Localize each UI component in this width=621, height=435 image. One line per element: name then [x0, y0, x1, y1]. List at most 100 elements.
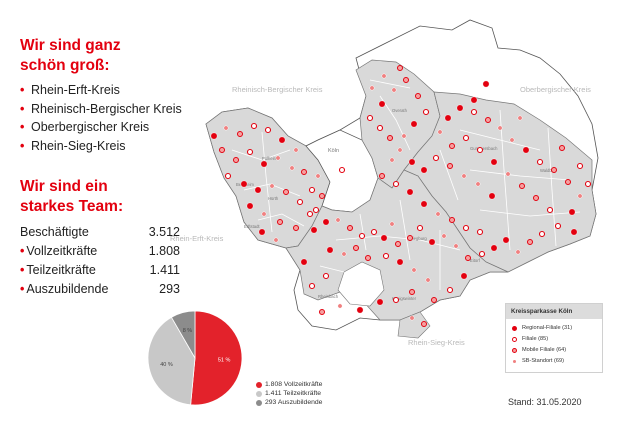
- list-item: • Oberbergischer Kreis: [20, 120, 150, 134]
- location-marker: [411, 267, 417, 273]
- location-marker: [353, 245, 359, 251]
- location-marker: [462, 224, 470, 232]
- location-marker: [219, 147, 225, 153]
- location-marker: [278, 136, 286, 144]
- pie-slice-2: [170, 310, 196, 360]
- location-marker: [246, 148, 254, 156]
- location-marker: [224, 172, 232, 180]
- location-marker: [301, 169, 307, 175]
- pie-label-0: 51 %: [218, 357, 231, 363]
- svg-text:Siegburg: Siegburg: [410, 236, 427, 241]
- location-marker: [277, 219, 283, 225]
- svg-text:Gummersbach: Gummersbach: [470, 146, 498, 151]
- svg-text:Hürth: Hürth: [268, 196, 279, 201]
- location-marker: [437, 129, 443, 135]
- location-marker: [381, 73, 387, 79]
- location-marker: [449, 143, 455, 149]
- location-marker: [408, 158, 416, 166]
- location-marker: [258, 228, 266, 236]
- location-marker: [449, 217, 455, 223]
- location-marker: [415, 93, 421, 99]
- location-marker: [420, 200, 428, 208]
- location-marker: [240, 180, 248, 188]
- pie-label-1: 40 %: [160, 362, 173, 368]
- location-marker: [425, 277, 431, 283]
- heading-size: Wir sind ganz schön groß:: [20, 37, 121, 74]
- location-marker: [527, 239, 533, 245]
- location-marker: [389, 221, 395, 227]
- location-marker: [389, 157, 395, 163]
- location-marker: [554, 222, 562, 230]
- location-marker: [379, 173, 385, 179]
- legend-item-filiale: Filiale (85): [506, 334, 602, 345]
- location-marker: [432, 154, 440, 162]
- location-marker: [315, 173, 321, 179]
- pie-legend-item: 1.808 Vollzeitkräfte: [256, 380, 322, 389]
- team-pie-chart: 51 % 40 % 8 %: [147, 310, 243, 406]
- location-marker: [401, 133, 407, 139]
- pie-legend-item: 293 Auszubildende: [256, 398, 322, 407]
- pie-legend: 1.808 Vollzeitkräfte 1.411 Teilzeitkräft…: [256, 380, 322, 407]
- map-legend: Kreissparkasse Köln Regional-Filiale (31…: [505, 303, 603, 373]
- location-marker: [335, 217, 341, 223]
- location-marker: [546, 206, 554, 214]
- location-marker: [365, 255, 371, 261]
- location-marker: [407, 235, 413, 241]
- location-marker: [476, 146, 484, 154]
- location-marker: [519, 183, 525, 189]
- location-marker: [482, 80, 490, 88]
- svg-text:Overath: Overath: [392, 108, 408, 113]
- location-marker: [465, 255, 471, 261]
- location-marker: [416, 224, 424, 232]
- location-marker: [233, 157, 239, 163]
- location-marker: [435, 211, 441, 217]
- stat-row: • Teilzeitkräfte 1.411: [20, 263, 180, 277]
- location-marker: [522, 146, 530, 154]
- location-marker: [470, 108, 478, 116]
- svg-text:Erftstadt: Erftstadt: [244, 224, 260, 229]
- location-marker: [509, 137, 515, 143]
- list-item: • Rhein-Sieg-Kreis: [20, 138, 126, 153]
- location-marker: [470, 96, 478, 104]
- location-marker: [392, 296, 400, 304]
- pie-legend-item: 1.411 Teilzeitkräfte: [256, 389, 322, 398]
- list-item: • Rhein-Erft-Kreis: [20, 83, 120, 97]
- location-marker: [410, 120, 418, 128]
- location-marker: [456, 104, 464, 112]
- list-item: • Rheinisch-Bergischer Kreis: [20, 101, 182, 116]
- location-marker: [409, 315, 415, 321]
- location-marker: [584, 180, 592, 188]
- location-marker: [475, 181, 481, 187]
- stat-row: • Auszubildende 293: [20, 282, 180, 296]
- label-koeln: Köln: [328, 148, 339, 154]
- location-marker: [441, 233, 447, 239]
- location-marker: [322, 272, 330, 280]
- location-marker: [576, 162, 584, 170]
- legend-title: Kreissparkasse Köln: [506, 304, 602, 319]
- location-marker: [210, 132, 218, 140]
- location-marker: [461, 173, 467, 179]
- location-marker: [264, 126, 272, 134]
- location-marker: [422, 108, 430, 116]
- location-marker: [310, 226, 318, 234]
- location-marker: [406, 188, 414, 196]
- location-marker: [502, 236, 510, 244]
- location-marker: [538, 230, 546, 238]
- location-marker: [254, 186, 262, 194]
- location-marker: [517, 115, 523, 121]
- location-marker: [551, 167, 557, 173]
- stat-row: • Vollzeitkräfte 1.808: [20, 244, 180, 258]
- location-marker: [428, 238, 436, 246]
- location-marker: [338, 166, 346, 174]
- location-marker: [326, 246, 334, 254]
- location-marker: [515, 249, 521, 255]
- location-marker: [387, 135, 393, 141]
- location-marker: [356, 306, 364, 314]
- location-marker: [490, 244, 498, 252]
- location-marker: [296, 198, 304, 206]
- location-marker: [370, 228, 378, 236]
- svg-text:Königswinter: Königswinter: [392, 296, 417, 301]
- location-marker: [446, 286, 454, 294]
- location-marker: [396, 258, 404, 266]
